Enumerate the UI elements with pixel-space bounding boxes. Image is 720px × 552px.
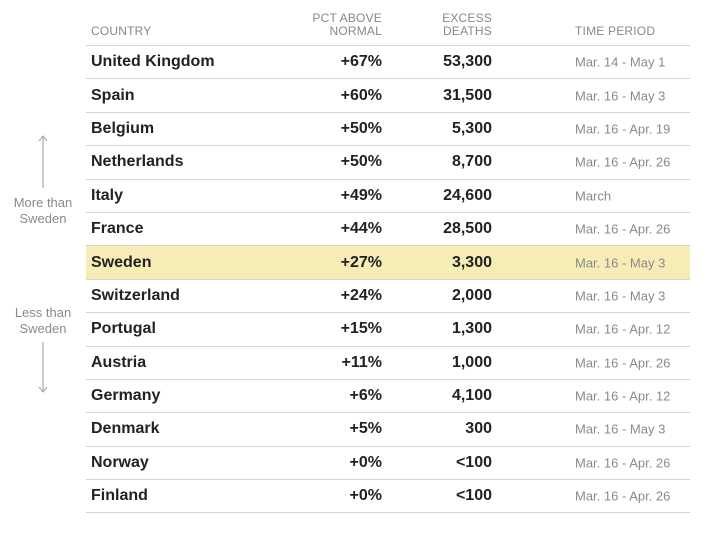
table-row: Netherlands +50% 8,700 Mar. 16 - Apr. 26 (86, 146, 690, 180)
table-row: Finland +0% <100 Mar. 16 - Apr. 26 (86, 480, 690, 514)
more-than-sweden-label: More than Sweden (3, 195, 83, 227)
header-pct-above-normal: PCT ABOVE NORMAL (312, 12, 382, 38)
cell-pct-above-normal: +24% (340, 286, 382, 304)
cell-excess-deaths: 28,500 (443, 220, 492, 238)
cell-pct-above-normal: +5% (349, 420, 382, 438)
excess-deaths-table: COUNTRY PCT ABOVE NORMAL EXCESS DEATHS T… (86, 0, 690, 514)
cell-pct-above-normal: +11% (341, 353, 382, 371)
arrow-down-icon (38, 342, 48, 393)
table-row: Italy +49% 24,600 March (86, 180, 690, 213)
cell-country: France (91, 220, 144, 238)
cell-pct-above-normal: +67% (340, 53, 382, 71)
header-excess-line2: DEATHS (443, 24, 492, 38)
cell-country: United Kingdom (91, 53, 215, 71)
table-row: Sweden +27% 3,300 Mar. 16 - May 3 (86, 246, 690, 280)
header-pct-line1: PCT ABOVE (312, 11, 382, 25)
cell-time-period: Mar. 16 - May 3 (575, 421, 666, 437)
cell-time-period: Mar. 16 - Apr. 26 (575, 488, 671, 504)
cell-pct-above-normal: +0% (349, 453, 382, 471)
cell-pct-above-normal: +60% (340, 86, 382, 104)
cell-time-period: Mar. 16 - Apr. 26 (575, 221, 671, 237)
header-excess-deaths: EXCESS DEATHS (442, 12, 492, 38)
cell-excess-deaths: 1,000 (451, 353, 492, 371)
cell-pct-above-normal: +50% (340, 119, 382, 137)
table-row: Belgium +50% 5,300 Mar. 16 - Apr. 19 (86, 113, 690, 147)
table-row: Austria +11% 1,000 Mar. 16 - Apr. 26 (86, 347, 690, 380)
cell-excess-deaths: <100 (455, 487, 492, 505)
cell-country: Spain (91, 86, 135, 104)
cell-time-period: Mar. 16 - Apr. 26 (575, 455, 671, 471)
table-row: France +44% 28,500 Mar. 16 - Apr. 26 (86, 213, 690, 247)
arrow-up-icon (38, 135, 48, 188)
cell-country: Austria (91, 353, 147, 371)
cell-excess-deaths: 31,500 (443, 86, 492, 104)
header-time-period: TIME PERIOD (575, 24, 656, 38)
cell-time-period: Mar. 16 - May 3 (575, 288, 666, 304)
table-row: Norway +0% <100 Mar. 16 - Apr. 26 (86, 447, 690, 481)
cell-time-period: Mar. 16 - Apr. 12 (575, 321, 671, 337)
cell-time-period: Mar. 16 - May 3 (575, 255, 666, 271)
more-than-line2: Sweden (19, 211, 67, 226)
table-row: United Kingdom +67% 53,300 Mar. 14 - May 1 (86, 46, 690, 80)
cell-pct-above-normal: +15% (340, 320, 382, 338)
cell-time-period: Mar. 16 - Apr. 26 (575, 355, 671, 371)
cell-country: Sweden (91, 253, 152, 271)
cell-excess-deaths: 3,300 (451, 253, 492, 271)
cell-excess-deaths: 1,300 (451, 320, 492, 338)
cell-excess-deaths: 300 (465, 420, 492, 438)
header-excess-line1: EXCESS (442, 11, 492, 25)
cell-country: Norway (91, 453, 149, 471)
cell-time-period: Mar. 16 - May 3 (575, 88, 666, 104)
table-header: COUNTRY PCT ABOVE NORMAL EXCESS DEATHS T… (86, 0, 690, 46)
cell-excess-deaths: 2,000 (451, 286, 492, 304)
cell-pct-above-normal: +49% (340, 186, 382, 204)
cell-excess-deaths: 53,300 (443, 53, 492, 71)
cell-excess-deaths: 8,700 (451, 153, 492, 171)
cell-country: Germany (91, 387, 161, 405)
cell-pct-above-normal: +27% (340, 253, 382, 271)
cell-country: Portugal (91, 320, 156, 338)
cell-country: Finland (91, 487, 148, 505)
cell-time-period: Mar. 16 - Apr. 19 (575, 121, 671, 137)
table-row: Portugal +15% 1,300 Mar. 16 - Apr. 12 (86, 313, 690, 347)
cell-pct-above-normal: +44% (340, 220, 382, 238)
cell-time-period: Mar. 16 - Apr. 26 (575, 154, 671, 170)
table-row: Denmark +5% 300 Mar. 16 - May 3 (86, 413, 690, 447)
less-than-line2: Sweden (19, 321, 67, 336)
less-than-sweden-label: Less than Sweden (3, 305, 83, 337)
cell-excess-deaths: <100 (455, 453, 492, 471)
cell-country: Switzerland (91, 286, 180, 304)
cell-time-period: Mar. 16 - Apr. 12 (575, 388, 671, 404)
table-row: Spain +60% 31,500 Mar. 16 - May 3 (86, 79, 690, 113)
cell-time-period: March (575, 188, 612, 204)
table-row: Germany +6% 4,100 Mar. 16 - Apr. 12 (86, 380, 690, 414)
table-row: Switzerland +24% 2,000 Mar. 16 - May 3 (86, 280, 690, 314)
more-than-line1: More than (13, 195, 73, 210)
cell-country: Denmark (91, 420, 160, 438)
header-country: COUNTRY (91, 24, 152, 38)
less-than-line1: Less than (14, 305, 72, 320)
cell-pct-above-normal: +50% (340, 153, 382, 171)
header-pct-line2: NORMAL (329, 24, 382, 38)
table-body: United Kingdom +67% 53,300 Mar. 14 - May 1 S… (86, 46, 690, 514)
cell-country: Netherlands (91, 153, 184, 171)
cell-pct-above-normal: +0% (349, 487, 382, 505)
cell-excess-deaths: 24,600 (443, 186, 492, 204)
cell-excess-deaths: 4,100 (451, 387, 492, 405)
cell-country: Italy (91, 186, 124, 204)
cell-pct-above-normal: +6% (349, 387, 382, 405)
cell-time-period: Mar. 14 - May 1 (575, 54, 666, 70)
cell-country: Belgium (91, 119, 155, 137)
cell-excess-deaths: 5,300 (451, 119, 492, 137)
